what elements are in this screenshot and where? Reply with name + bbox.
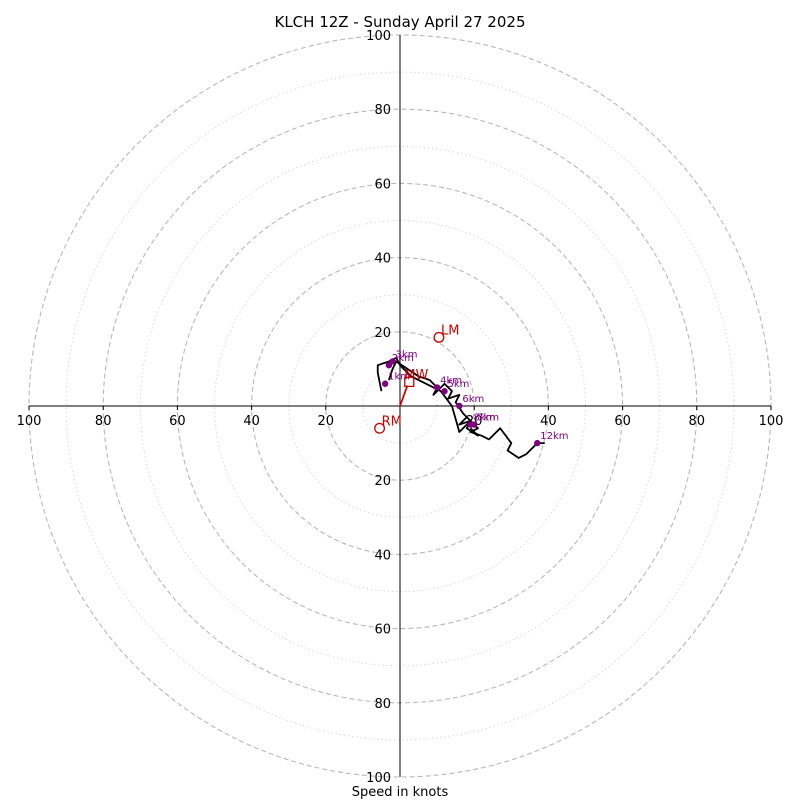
x-tick-label: 100 <box>17 414 42 429</box>
mean-wind-marker <box>404 376 415 388</box>
height-marker-point <box>441 387 448 395</box>
hodograph-trace <box>388 360 545 459</box>
x-tick-label: 80 <box>689 414 706 429</box>
x-tick-label: 20 <box>318 414 335 429</box>
shear-vector <box>399 385 409 407</box>
height-marker-point <box>456 402 463 410</box>
y-tick-label-down: 100 <box>366 771 391 786</box>
height-marker-label: 3km <box>396 349 418 360</box>
y-tick-label-up: 100 <box>366 29 391 44</box>
height-marker-label: 2km <box>392 353 414 364</box>
y-tick-label-up: 40 <box>374 252 391 267</box>
y-tick-label-down: 60 <box>374 623 391 638</box>
chart-title: KLCH 12Z - Sunday April 27 2025 <box>274 13 525 31</box>
x-tick-label: 100 <box>759 414 784 429</box>
height-marker-label: 5km <box>448 379 470 390</box>
height-marker-label: 12km <box>540 431 568 442</box>
x-tick-label: 80 <box>95 414 112 429</box>
x-tick-label: 60 <box>614 414 631 429</box>
height-marker-point <box>433 384 441 391</box>
y-tick-label-up: 80 <box>374 103 391 118</box>
x-tick-label: 40 <box>540 414 557 429</box>
y-tick-label-down: 80 <box>374 697 391 712</box>
right-mover-marker <box>374 422 386 434</box>
height-marker-point <box>381 380 389 387</box>
x-axis-label: Speed in knots <box>352 785 449 800</box>
height-marker-label: 7km <box>477 413 499 424</box>
y-tick-label-down: 40 <box>374 548 391 563</box>
height-marker-label: 1km <box>388 372 410 383</box>
x-tick-label: 40 <box>243 414 260 429</box>
y-tick-label-up: 60 <box>374 177 391 192</box>
y-tick-label-up: 20 <box>374 326 391 341</box>
left-mover-label: LM <box>441 323 459 338</box>
height-marker-point <box>385 361 393 369</box>
height-marker-label: 4km <box>440 375 462 386</box>
height-marker-label: 8km <box>473 413 495 424</box>
mean-wind-label: MW <box>404 368 428 383</box>
right-mover-label: RM <box>382 414 402 429</box>
left-mover-marker <box>433 331 445 343</box>
tick-labels: 1008060402020406080100204060801002040608… <box>17 29 784 786</box>
x-tick-label: 60 <box>169 414 186 429</box>
height-marker-point <box>534 439 541 447</box>
y-tick-label-down: 20 <box>374 474 391 489</box>
height-marker-point <box>467 421 474 428</box>
storm-motion-markers: LM RM MW <box>374 323 459 434</box>
height-marker-label: 6km <box>462 394 484 405</box>
